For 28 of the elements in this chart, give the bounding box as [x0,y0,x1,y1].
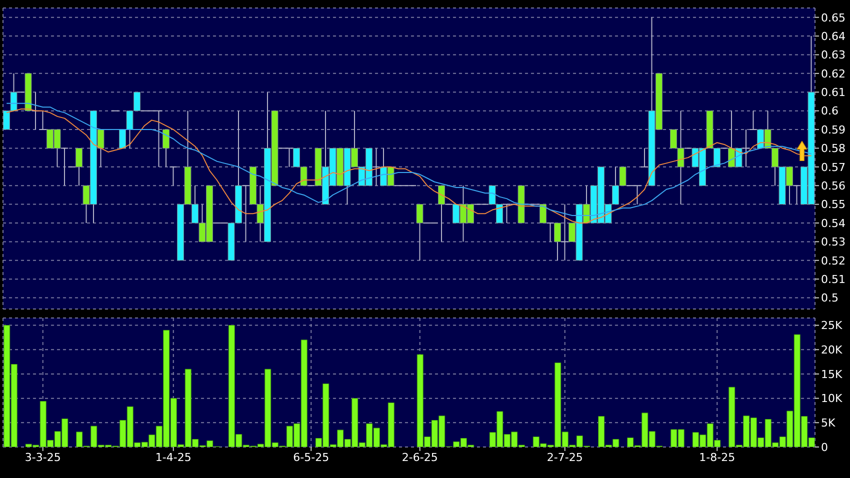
y-tick-label: 0.61 [821,86,846,100]
y-tick-label: 0.6 [821,104,838,118]
x-tick-label: 2-7-25 [546,450,583,464]
y-tick-label: 0.5 [821,292,838,305]
x-tick-label: 1-4-25 [155,450,192,464]
y-tick-label: 0.64 [821,30,846,43]
x-tick-label: 6-5-25 [293,450,330,464]
y-tick-label: 0.52 [821,254,846,268]
y-tick-label: 20K [821,344,843,357]
x-tick-label: 2-6-25 [402,450,438,464]
y-tick-label: 0.53 [821,236,846,249]
x-tick-label: 3-3-25 [24,450,61,464]
y-tick-label: 0.56 [821,180,846,193]
y-tick-label: 0 [821,440,828,454]
y-tick-label: 5K [821,416,836,430]
y-tick-label: 0.62 [821,67,846,80]
y-tick-label: 0.65 [821,11,846,24]
y-tick-label: 0.55 [821,198,846,212]
y-tick-label: 0.51 [821,272,846,286]
y-tick-label: 10K [821,392,843,406]
x-tick-label: 1-8-25 [699,450,736,464]
y-tick-label: 0.58 [821,142,846,156]
y-tick-label: 0.54 [821,216,846,230]
y-tick-label: 25K [821,319,843,332]
y-tick-label: 15K [821,368,843,381]
y-tick-label: 0.63 [821,48,846,62]
y-tick-label: 0.59 [821,123,846,136]
y-tick-label: 0.57 [821,160,846,174]
